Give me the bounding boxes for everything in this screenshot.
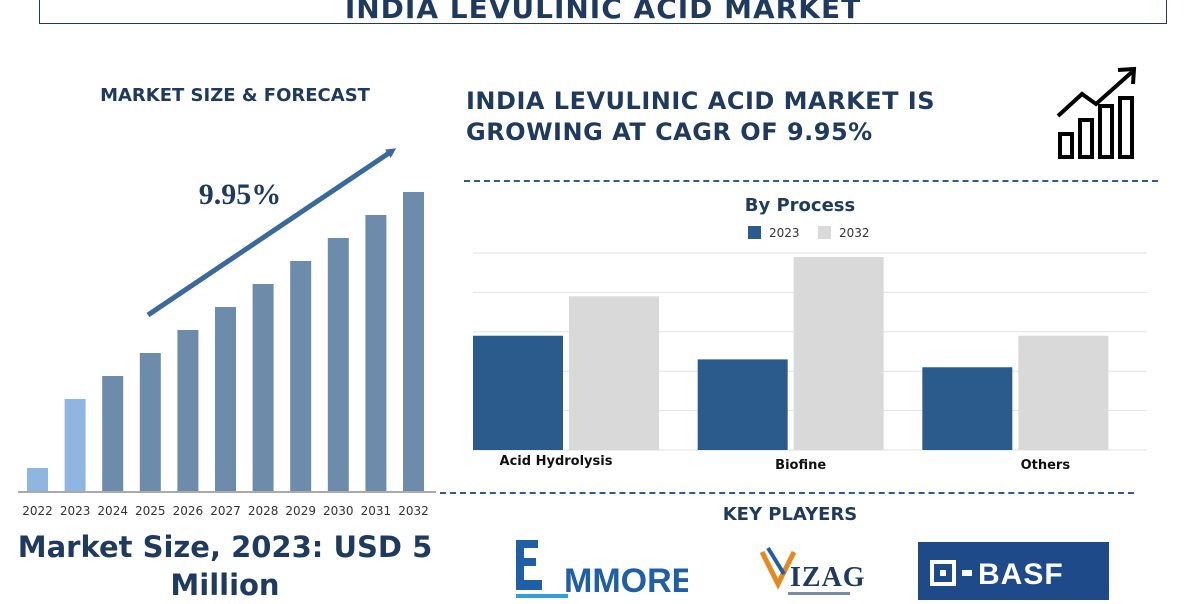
main-title-box: INDIA LEVULINIC ACID MARKET (39, 0, 1167, 24)
forecast-tick-2031: 2031 (361, 504, 392, 518)
process-bar-acid-hydrolysis-2023 (473, 335, 563, 450)
forecast-bar-2027 (215, 307, 236, 491)
forecast-bar-2031 (365, 215, 387, 491)
main-title: INDIA LEVULINIC ACID MARKET (344, 0, 862, 24)
process-bar-others-2023 (922, 367, 1013, 450)
key-players-heading: KEY PLAYERS (722, 504, 858, 525)
forecast-tick-2027: 2027 (210, 504, 241, 518)
forecast-tick-2023: 2023 (60, 504, 91, 518)
growth-chart-icon (1056, 66, 1137, 159)
legend-swatch-2023 (748, 226, 761, 239)
forecast-bar-2028 (252, 284, 274, 491)
forecast-bar-2026 (177, 330, 199, 491)
forecast-tick-2032: 2032 (398, 504, 429, 518)
svg-text:BASF: BASF (978, 558, 1064, 591)
forecast-bar-2024 (102, 376, 124, 491)
process-chart: By Process 2023 2032 Acid Hydrolysis Biofi… (473, 195, 1147, 473)
forecast-tick-2028: 2028 (248, 504, 279, 518)
forecast-bar-2025 (139, 353, 161, 491)
process-bar-biofine-2032 (793, 256, 884, 450)
forecast-tick-2022: 2022 (22, 504, 53, 518)
process-bar-acid-hydrolysis-2032 (569, 296, 659, 450)
process-bar-biofine-2023 (697, 359, 788, 450)
cagr-statement: INDIA LEVULINIC ACID MARKET IS GROWING A… (466, 87, 936, 146)
market-size-text: Market Size, 2023: USD 5 Million (17, 530, 433, 602)
svg-text:IZAG: IZAG (790, 562, 866, 593)
basf-logo: BASF (918, 542, 1109, 600)
forecast-tick-2026: 2026 (173, 504, 204, 518)
forecast-bar-2030 (327, 238, 349, 491)
process-category-label: Others (1021, 458, 1071, 473)
forecast-bar-2032 (403, 192, 424, 491)
forecast-chart: 2022 2023 2024 2025 2026 2027 2028 2029 2030 2031… (18, 148, 436, 518)
growth-arrow (146, 148, 397, 318)
forecast-tick-2024: 2024 (97, 504, 128, 518)
forecast-bar-2022 (27, 468, 48, 491)
forecast-tick-2030: 2030 (323, 504, 354, 518)
process-chart-title: By Process (745, 195, 855, 216)
forecast-tick-2029: 2029 (285, 504, 316, 518)
forecast-bar-2029 (290, 261, 312, 491)
market-size-heading: MARKET SIZE & FORECAST (100, 85, 370, 106)
forecast-bar-2023 (64, 399, 86, 491)
legend-label-2023: 2023 (769, 226, 800, 240)
divider-top (464, 180, 1158, 182)
divider-bottom (440, 492, 1134, 494)
process-bar-others-2032 (1018, 335, 1109, 450)
legend-swatch-2032 (818, 226, 831, 239)
emmore-logo: MMORE (516, 540, 688, 600)
vizag-logo: IZAG (759, 546, 866, 595)
cagr-annotation: 9.95% (199, 178, 282, 211)
process-category-label: Acid Hydrolysis (500, 454, 613, 469)
forecast-tick-2025: 2025 (135, 504, 166, 518)
svg-text:MMORE: MMORE (564, 562, 688, 600)
process-category-label: Biofine (775, 458, 826, 473)
legend-label-2032: 2032 (839, 226, 870, 240)
